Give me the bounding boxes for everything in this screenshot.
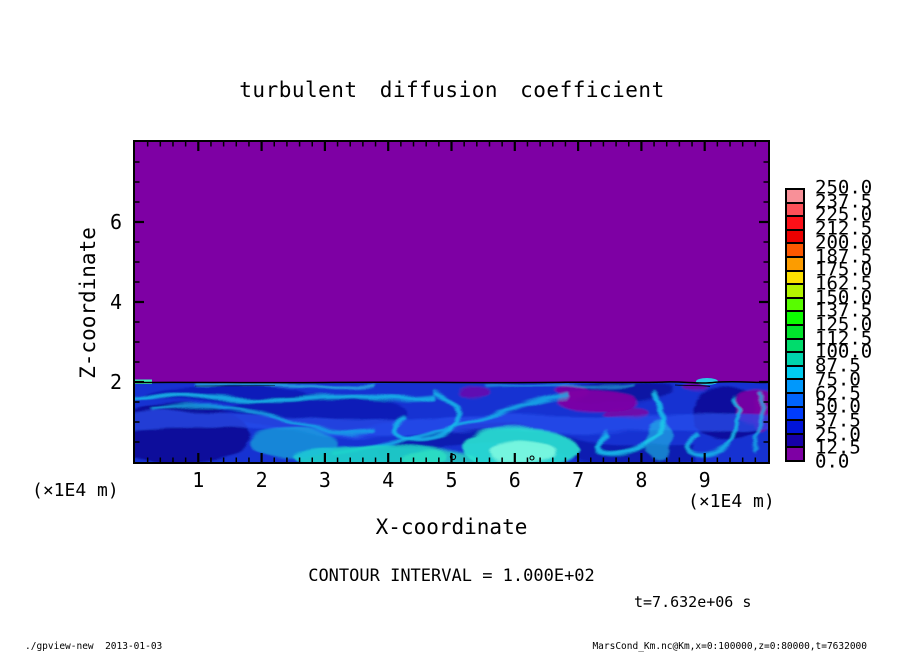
colorbar-label-50.0: 50.0 bbox=[815, 395, 861, 418]
colorbar-cell bbox=[787, 339, 803, 354]
x-tick-label-9: 9 bbox=[698, 468, 711, 492]
colorbar-label-187.5: 187.5 bbox=[815, 245, 873, 267]
colorbar-cell bbox=[787, 421, 803, 435]
colorbar-label-125.0: 125.0 bbox=[815, 313, 873, 336]
axis-ticks bbox=[135, 142, 768, 462]
colorbar-cell bbox=[787, 380, 803, 394]
colorbar-cell bbox=[787, 366, 803, 381]
colorbar-label-237.5: 237.5 bbox=[815, 190, 873, 213]
colorbar-cell bbox=[787, 325, 803, 340]
colorbar-label-212.5: 212.5 bbox=[815, 217, 873, 240]
colorbar-label-250.0: 250.0 bbox=[815, 176, 873, 199]
colorbar-label-225.0: 225.0 bbox=[815, 203, 873, 226]
x-tick-label-7: 7 bbox=[572, 468, 585, 492]
colorbar-cell bbox=[787, 271, 803, 286]
contour-ring bbox=[529, 455, 535, 461]
x-tick-label-6: 6 bbox=[508, 468, 521, 492]
x-units-right: (×1E4 m) bbox=[688, 491, 775, 512]
colorbar-label-75.0: 75.0 bbox=[815, 368, 861, 391]
x-tick-label-5: 5 bbox=[445, 468, 458, 492]
x-tick-label-2: 2 bbox=[255, 468, 268, 492]
colorbar-label-62.5: 62.5 bbox=[815, 382, 861, 404]
colorbar-label-150.0: 150.0 bbox=[815, 286, 873, 309]
x-tick-label-8: 8 bbox=[635, 468, 648, 492]
x-tick-label-1: 1 bbox=[192, 468, 205, 492]
plot-area bbox=[133, 140, 770, 464]
y-tick-label-6: 6 bbox=[109, 210, 122, 234]
colorbar-cell bbox=[787, 448, 803, 460]
y-tick-label-4: 4 bbox=[109, 290, 122, 314]
colorbar-label-112.5: 112.5 bbox=[815, 327, 873, 350]
colorbar-label-175.0: 175.0 bbox=[815, 258, 873, 281]
x-axis-label: X-coordinate bbox=[375, 515, 528, 539]
colorbar-cell bbox=[787, 434, 803, 449]
colorbar-cell bbox=[787, 393, 803, 408]
x-tick-label-4: 4 bbox=[382, 468, 395, 492]
x-units-left: (×1E4 m) bbox=[32, 480, 119, 501]
x-tick-label-3: 3 bbox=[318, 468, 331, 492]
colorbar-cell bbox=[787, 312, 803, 326]
uniform-field-region bbox=[135, 142, 768, 382]
y-tick-label-2: 2 bbox=[109, 370, 122, 394]
footer-source: MarsCond_Km.nc@Km,x=0:100000,z=0:80000,t… bbox=[592, 641, 867, 652]
colorbar bbox=[785, 188, 805, 462]
colorbar-cell bbox=[787, 257, 803, 272]
colorbar-cell bbox=[787, 190, 803, 204]
colorbar-cell bbox=[787, 244, 803, 258]
heatmap-field bbox=[135, 142, 768, 462]
contour-interval-text: CONTOUR INTERVAL = 1.000E+02 bbox=[308, 566, 595, 586]
colorbar-label-162.5: 162.5 bbox=[815, 272, 873, 295]
footer-command: ./gpview-new 2013-01-03 bbox=[25, 641, 163, 652]
colorbar-label-100.0: 100.0 bbox=[815, 340, 873, 363]
turbulent-band bbox=[135, 380, 768, 462]
time-annotation: t=7.632e+06 s bbox=[634, 593, 752, 611]
colorbar-label-25.0: 25.0 bbox=[815, 423, 861, 446]
colorbar-cell bbox=[787, 285, 803, 299]
colorbar-cell bbox=[787, 217, 803, 231]
colorbar-label-0.0: 0.0 bbox=[815, 450, 850, 473]
contour-line-100 bbox=[135, 380, 768, 384]
colorbar-label-37.5: 37.5 bbox=[815, 409, 861, 432]
colorbar-label-12.5: 12.5 bbox=[815, 436, 861, 459]
colorbar-label-200.0: 200.0 bbox=[815, 231, 873, 254]
chart-title: turbulent diffusion coefficient bbox=[239, 78, 665, 102]
colorbar-cell bbox=[787, 230, 803, 245]
colorbar-label-137.5: 137.5 bbox=[815, 299, 873, 322]
colorbar-cell bbox=[787, 203, 803, 218]
colorbar-cell bbox=[787, 407, 803, 422]
colorbar-cell bbox=[787, 298, 803, 313]
colorbar-cell bbox=[787, 353, 803, 367]
colorbar-label-87.5: 87.5 bbox=[815, 354, 861, 377]
